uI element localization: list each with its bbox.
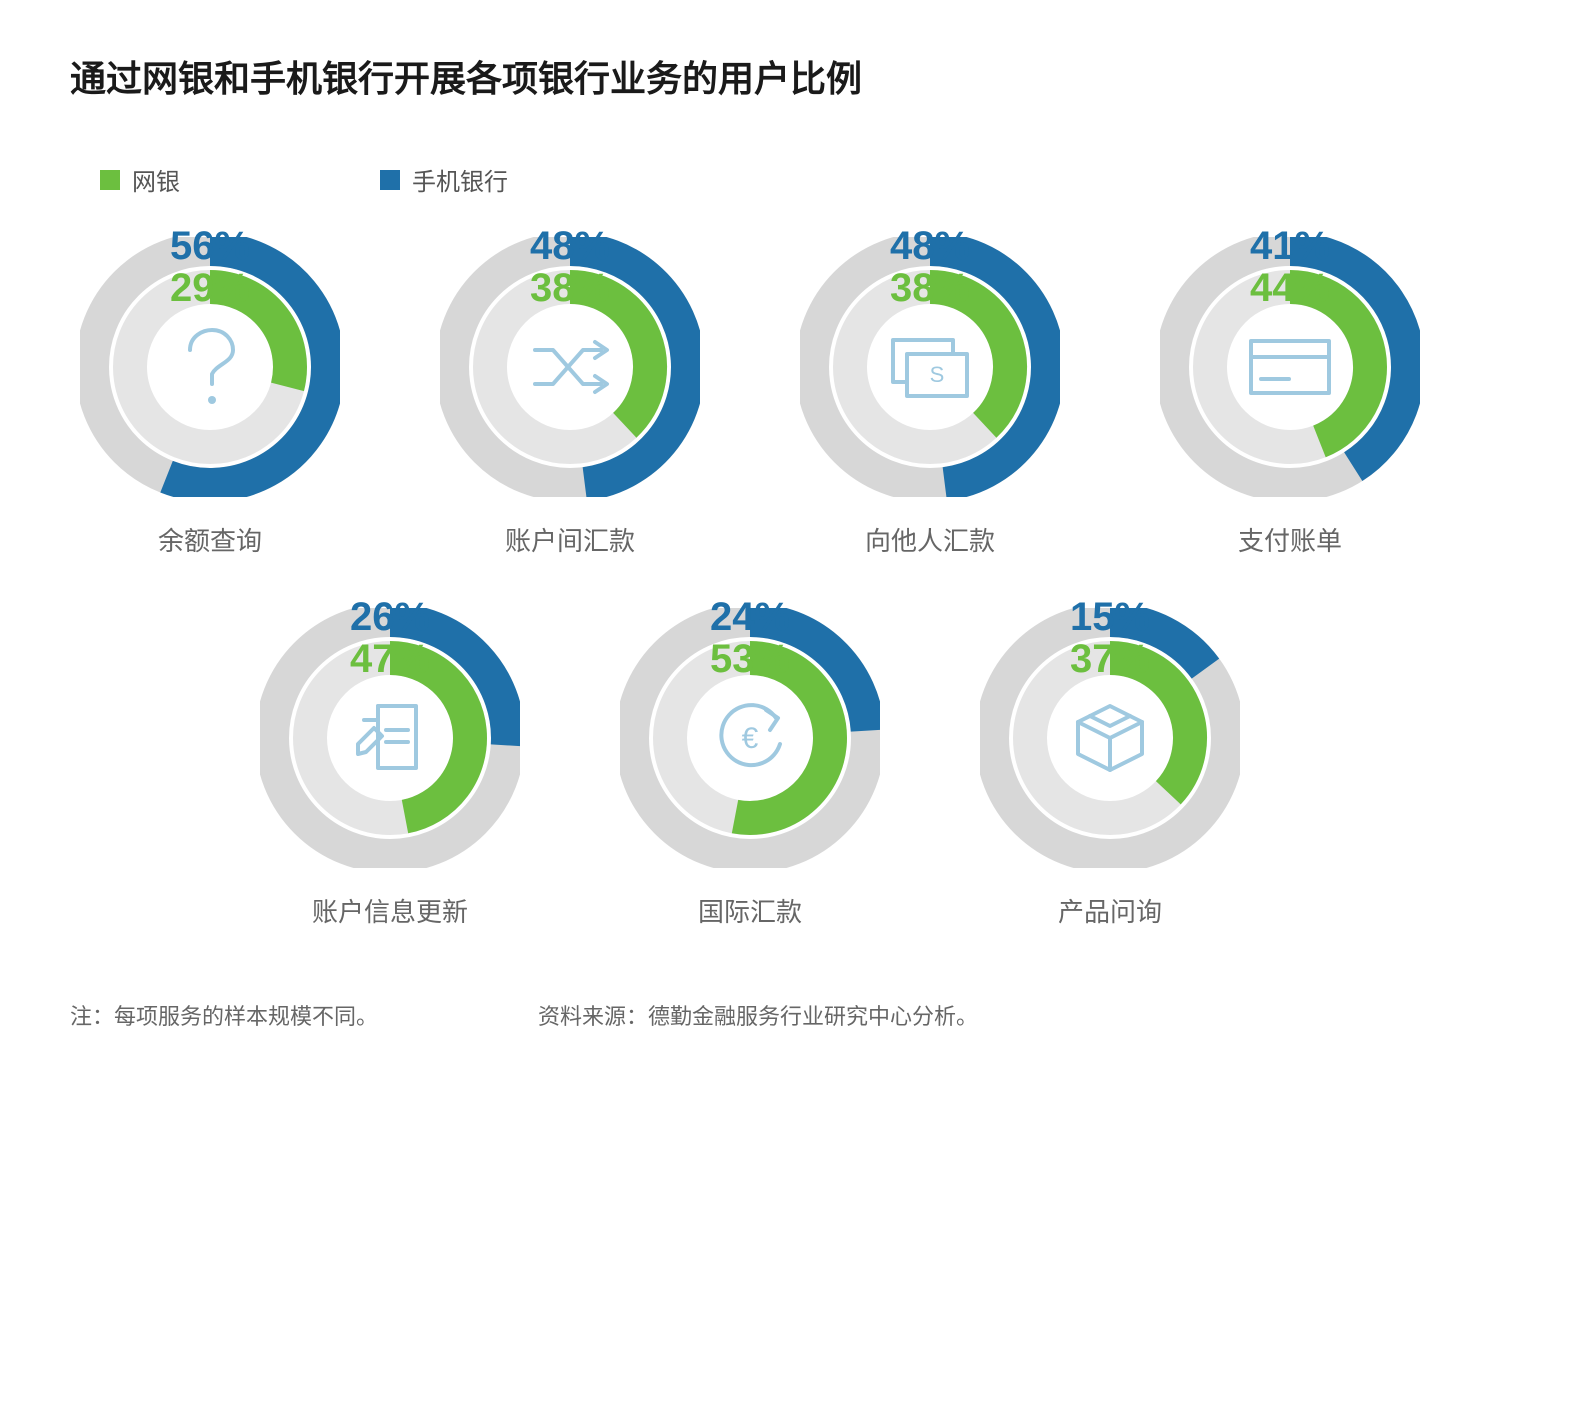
chart-cell: 48%38% 账户间汇款	[430, 237, 710, 558]
inner-value: 53%	[710, 638, 790, 680]
legend: 网银 手机银行	[70, 162, 1506, 197]
donut-chart: 15%37%	[980, 608, 1240, 868]
chart-cell: 15%37% 产品问询	[970, 608, 1250, 929]
chart-label: 账户间汇款	[505, 521, 635, 558]
chart-cell: 41%44% 支付账单	[1150, 237, 1430, 558]
donut-value-labels: 26%47%	[350, 596, 430, 680]
outer-value: 26%	[350, 596, 430, 638]
source: 资料来源：德勤金融服务行业研究中心分析。	[538, 999, 978, 1031]
legend-item-mobile: 手机银行	[380, 162, 508, 197]
donut-value-labels: 24%53%	[710, 596, 790, 680]
chart-label: 产品问询	[1058, 892, 1162, 929]
donut-chart: 24%53%€	[620, 608, 880, 868]
svg-text:S: S	[930, 362, 945, 387]
refresh-euro-icon: €	[705, 693, 795, 783]
outer-value: 41%	[1250, 225, 1330, 267]
legend-swatch-online	[100, 170, 120, 190]
donut-chart: 41%44%	[1160, 237, 1420, 497]
legend-swatch-mobile	[380, 170, 400, 190]
document-icon	[345, 693, 435, 783]
box-icon	[1065, 693, 1155, 783]
chart-cell: 48%38%S向他人汇款	[790, 237, 1070, 558]
outer-value: 48%	[530, 225, 610, 267]
legend-label-online: 网银	[132, 162, 180, 197]
chart-cell: 26%47% 账户信息更新	[250, 608, 530, 929]
creditcard-icon	[1245, 322, 1335, 412]
chart-label: 支付账单	[1238, 521, 1342, 558]
donut-value-labels: 48%38%	[890, 225, 970, 309]
inner-value: 47%	[350, 638, 430, 680]
shuffle-icon	[525, 322, 615, 412]
donut-value-labels: 15%37%	[1070, 596, 1150, 680]
outer-value: 24%	[710, 596, 790, 638]
chart-label: 账户信息更新	[312, 892, 468, 929]
legend-item-online: 网银	[100, 162, 180, 197]
donut-value-labels: 41%44%	[1250, 225, 1330, 309]
chart-cell: 56%29% 余额查询	[70, 237, 350, 558]
outer-value: 48%	[890, 225, 970, 267]
donut-chart: 26%47%	[260, 608, 520, 868]
inner-value: 37%	[1070, 638, 1150, 680]
chart-label: 余额查询	[158, 521, 262, 558]
chart-title: 通过网银和手机银行开展各项银行业务的用户比例	[70, 50, 1506, 102]
inner-value: 29%	[170, 267, 250, 309]
inner-value: 44%	[1250, 267, 1330, 309]
outer-value: 56%	[170, 225, 250, 267]
chart-cell: 24%53%€国际汇款	[610, 608, 890, 929]
svg-text:€: €	[741, 722, 758, 755]
donut-chart: 56%29%	[80, 237, 340, 497]
legend-label-mobile: 手机银行	[412, 162, 508, 197]
inner-value: 38%	[890, 267, 970, 309]
footer: 注：每项服务的样本规模不同。 资料来源：德勤金融服务行业研究中心分析。	[70, 999, 1506, 1031]
outer-value: 15%	[1070, 596, 1150, 638]
donut-value-labels: 48%38%	[530, 225, 610, 309]
chart-label: 向他人汇款	[865, 521, 995, 558]
donut-chart: 48%38%S	[800, 237, 1060, 497]
question-icon	[165, 322, 255, 412]
chart-label: 国际汇款	[698, 892, 802, 929]
charts-grid: 56%29% 余额查询 48%38% 账户间汇款 48%38% S 向他人汇款 41%4…	[70, 237, 1506, 929]
inner-value: 38%	[530, 267, 610, 309]
donut-value-labels: 56%29%	[170, 225, 250, 309]
cards-icon: S	[885, 322, 975, 412]
footnote: 注：每项服务的样本规模不同。	[70, 999, 378, 1031]
donut-chart: 48%38%	[440, 237, 700, 497]
